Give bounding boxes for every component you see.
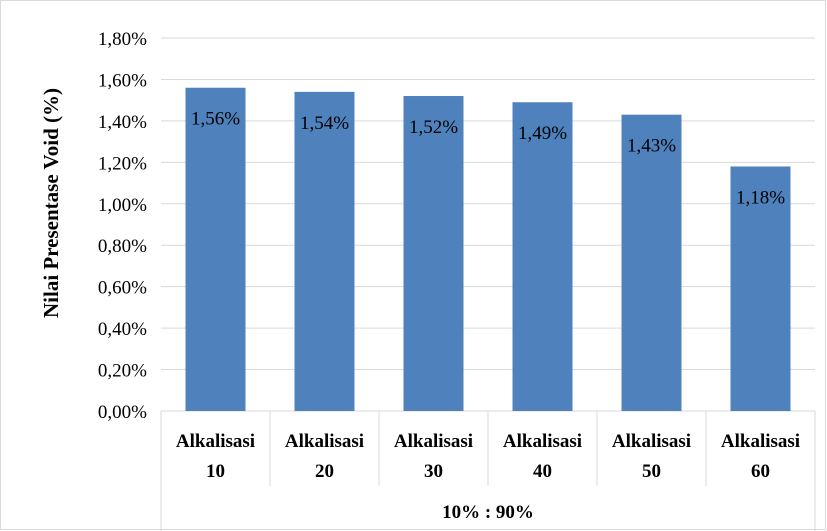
y-axis-title: Nilai Presentase Void (%) (39, 88, 63, 318)
x-tick-label: 50 (642, 461, 661, 482)
x-tick-label: 60 (751, 461, 770, 482)
data-label: 1,49% (518, 123, 567, 144)
data-labels: 1,56% 1,54% 1,52% 1,49% 1,43% 1,18% (191, 109, 785, 209)
x-tick-label: Alkalisasi (503, 431, 582, 452)
y-tick-label: 1,40% (98, 112, 147, 133)
x-tick-label: Alkalisasi (612, 431, 691, 452)
x-tick-label: Alkalisasi (721, 431, 800, 452)
bar (621, 114, 682, 411)
y-tick-label: 0,80% (98, 236, 147, 257)
y-tick-label: 0,00% (98, 402, 147, 423)
bar (403, 96, 464, 412)
y-tick-label: 1,60% (98, 70, 147, 91)
x-tick-label: 20 (315, 461, 334, 482)
bar (294, 91, 355, 411)
y-axis-tick-labels: 0,00% 0,20% 0,40% 0,60% 0,80% 1,00% 1,20% 1,40%… (98, 29, 147, 423)
bars (185, 87, 791, 412)
data-label: 1,43% (627, 136, 676, 157)
y-tick-label: 0,20% (98, 361, 147, 382)
y-tick-label: 0,40% (98, 319, 147, 340)
x-tick-label: 10 (206, 461, 225, 482)
x-tick-label: 40 (533, 461, 552, 482)
gridlines (161, 37, 815, 412)
data-label: 1,18% (736, 187, 785, 208)
y-tick-label: 1,20% (98, 153, 147, 174)
data-label: 1,54% (300, 113, 349, 134)
x-tick-label: 30 (424, 461, 443, 482)
y-tick-label: 1,80% (98, 29, 147, 50)
x-tick-label: Alkalisasi (394, 431, 473, 452)
bar (185, 87, 246, 411)
data-label: 1,56% (191, 109, 240, 130)
y-tick-label: 0,60% (98, 278, 147, 299)
y-tick-label: 1,00% (98, 195, 147, 216)
data-label: 1,52% (409, 117, 458, 138)
x-axis-category-labels: Alkalisasi 10 Alkalisasi 20 Alkalisasi 30 Alka… (160, 411, 816, 531)
bar (512, 102, 573, 411)
x-axis-group-label: 10% : 90% (442, 502, 534, 523)
x-tick-label: Alkalisasi (285, 431, 364, 452)
x-tick-label: Alkalisasi (176, 431, 255, 452)
bar (730, 166, 791, 411)
